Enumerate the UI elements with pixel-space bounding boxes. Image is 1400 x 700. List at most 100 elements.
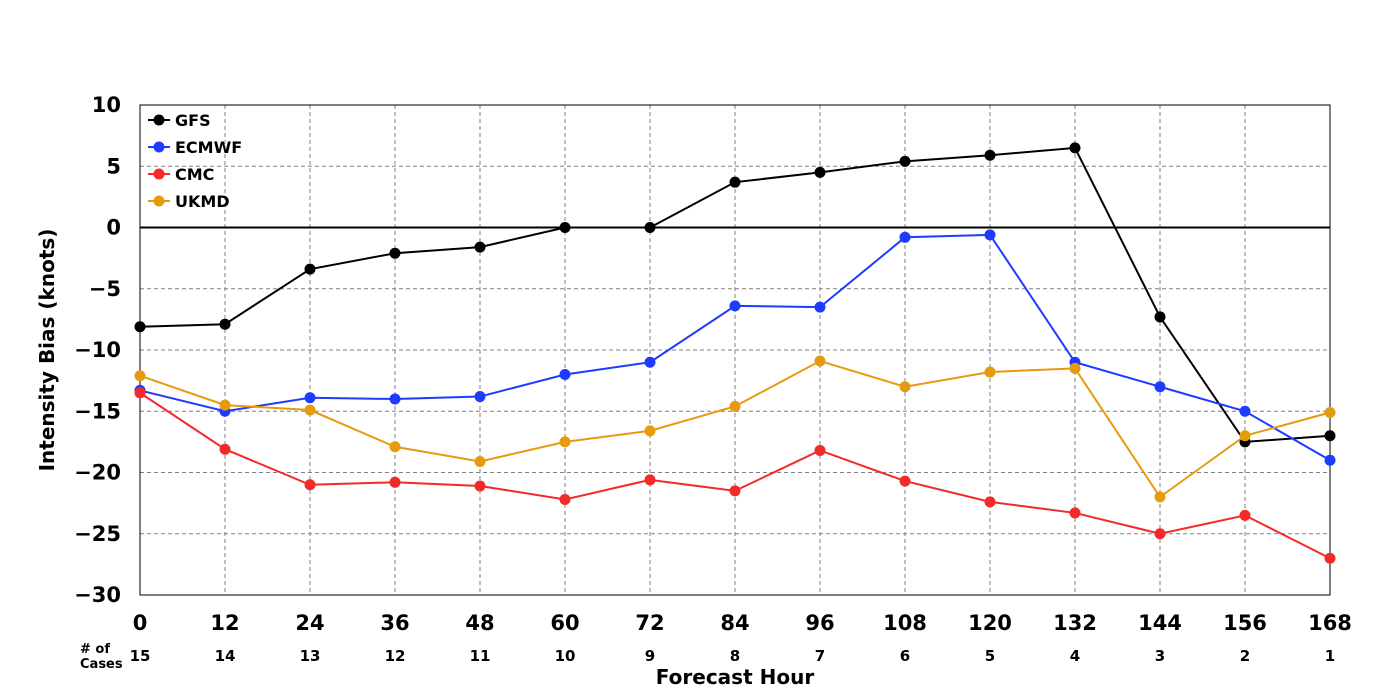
plot-frame	[139, 104, 1331, 596]
data-point-cmc	[899, 475, 911, 487]
x-tick-label: 156	[1223, 611, 1267, 635]
data-point-gfs	[1154, 311, 1166, 323]
data-point-ecmwf	[559, 369, 571, 380]
x-tick-label: 108	[883, 611, 927, 635]
case-count: 8	[730, 647, 740, 665]
legend-marker-gfs	[153, 114, 165, 126]
y-axis-title: Intensity Bias (knots)	[35, 229, 59, 472]
case-count: 6	[900, 647, 910, 665]
data-point-gfs	[304, 263, 316, 275]
y-tick-label: 10	[92, 93, 121, 117]
y-tick-label: −25	[74, 522, 121, 546]
case-count: 11	[470, 647, 491, 665]
cases-label-line2: Cases	[80, 657, 123, 672]
case-count: 9	[645, 647, 655, 665]
x-tick-label: 36	[380, 611, 409, 635]
x-tick-label: 168	[1308, 611, 1352, 635]
data-point-ecmwf	[474, 391, 486, 403]
case-count: 1	[1325, 647, 1335, 665]
x-tick-label: 60	[550, 611, 579, 635]
data-point-ukmd	[984, 366, 996, 378]
data-point-ukmd	[474, 455, 486, 467]
y-tick-label: −30	[74, 583, 121, 607]
y-tick-label: −10	[74, 338, 121, 362]
case-count: 4	[1070, 647, 1080, 665]
data-point-ukmd	[1069, 362, 1081, 374]
case-count: 14	[215, 647, 236, 665]
data-point-gfs	[984, 149, 996, 161]
legend-label-ecmwf: ECMWF	[175, 138, 242, 157]
data-point-ecmwf	[304, 392, 316, 404]
data-point-gfs	[1324, 430, 1336, 442]
data-point-cmc	[389, 476, 401, 488]
data-point-ukmd	[1154, 491, 1166, 503]
x-tick-label: 96	[805, 611, 834, 635]
data-point-cmc	[219, 443, 231, 455]
data-point-gfs	[729, 176, 741, 188]
x-axis-title: Forecast Hour	[656, 665, 815, 689]
data-point-ukmd	[899, 381, 911, 393]
x-tick-label: 72	[635, 611, 664, 635]
data-point-ukmd	[1324, 406, 1336, 418]
data-point-gfs	[1069, 142, 1081, 154]
legend: GFS ECMWF CMC UKMD	[148, 111, 242, 211]
data-point-cmc	[1154, 528, 1166, 540]
case-count: 7	[815, 647, 825, 665]
data-point-ecmwf	[814, 301, 826, 313]
data-point-cmc	[134, 387, 146, 399]
data-point-cmc	[814, 444, 826, 456]
legend-label-gfs: GFS	[175, 111, 211, 130]
case-count: 12	[385, 647, 406, 665]
data-point-ukmd	[644, 425, 656, 437]
cases-row: 15 14 13 12 11 10 9 8 7 6 5 4 3 2 1	[130, 647, 1336, 665]
data-point-ecmwf	[1239, 405, 1251, 417]
data-point-ukmd	[814, 355, 826, 367]
data-point-gfs	[899, 155, 911, 167]
data-point-ukmd	[1239, 430, 1251, 442]
x-tick-label: 12	[210, 611, 239, 635]
y-axis-ticks: 10 5 0 −5 −10 −15 −20 −25 −30	[74, 93, 121, 607]
x-tick-label: 84	[720, 611, 749, 635]
x-tick-label: 0	[133, 611, 148, 635]
data-point-ukmd	[134, 370, 146, 382]
data-point-cmc	[304, 479, 316, 491]
y-tick-label: −15	[74, 399, 121, 423]
data-point-gfs	[559, 222, 571, 233]
data-point-ecmwf	[729, 300, 741, 312]
case-count: 10	[555, 647, 576, 665]
data-point-gfs	[389, 247, 401, 259]
case-count: 2	[1240, 647, 1250, 665]
data-point-cmc	[1324, 552, 1336, 564]
data-point-gfs	[134, 321, 146, 333]
legend-marker-ecmwf	[153, 141, 165, 153]
case-count: 3	[1155, 647, 1165, 665]
x-tick-label: 132	[1053, 611, 1097, 635]
data-point-cmc	[559, 493, 571, 505]
y-tick-label: −5	[89, 277, 121, 301]
case-count: 5	[985, 647, 995, 665]
cases-label-line1: # of	[80, 642, 110, 657]
x-tick-label: 48	[465, 611, 494, 635]
x-axis-ticks: 0 12 24 36 48 60 72 84 96 108 120 132 144 156 168	[133, 611, 1352, 635]
y-tick-label: 5	[106, 154, 121, 178]
x-tick-label: 144	[1138, 611, 1182, 635]
data-point-cmc	[1069, 507, 1081, 519]
data-point-ecmwf	[1324, 454, 1336, 466]
y-tick-label: 0	[106, 216, 121, 240]
series-group	[134, 142, 1336, 564]
data-point-ecmwf	[1154, 381, 1166, 393]
case-count: 15	[130, 647, 151, 665]
data-point-ukmd	[729, 400, 741, 412]
data-point-cmc	[1239, 509, 1251, 521]
data-point-gfs	[219, 318, 231, 330]
data-point-ecmwf	[389, 393, 401, 405]
data-point-ecmwf	[899, 231, 911, 243]
data-point-gfs	[644, 222, 656, 233]
x-tick-label: 120	[968, 611, 1012, 635]
data-point-ukmd	[304, 404, 316, 416]
data-point-ecmwf	[644, 356, 656, 368]
data-point-cmc	[984, 496, 996, 508]
x-tick-label: 24	[295, 611, 324, 635]
data-point-cmc	[644, 474, 656, 486]
